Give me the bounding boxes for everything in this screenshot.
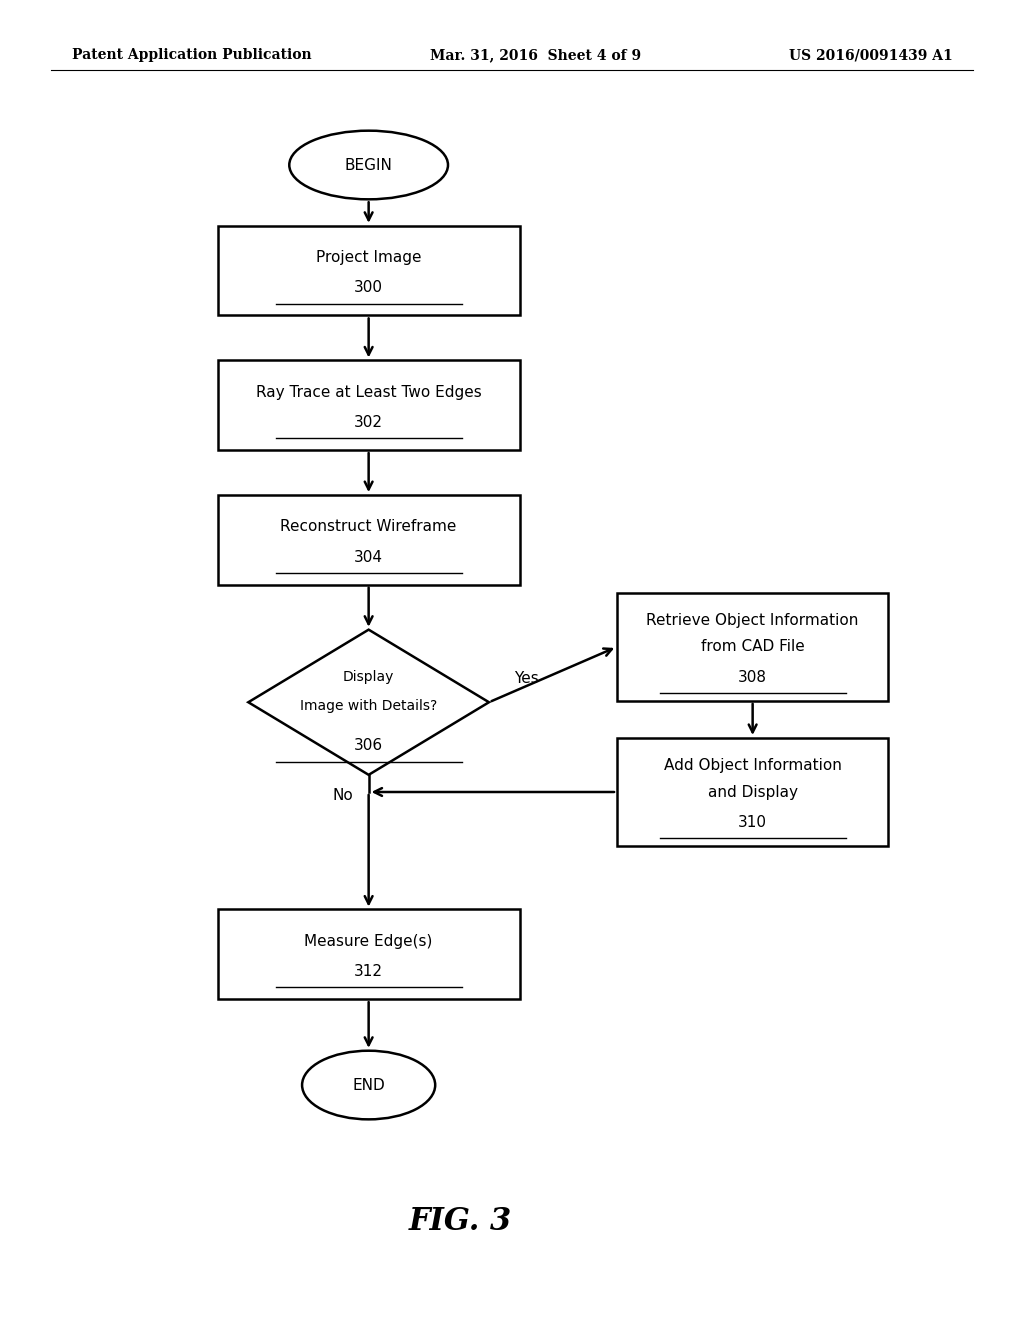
Text: 312: 312: [354, 964, 383, 979]
Bar: [217, 495, 519, 585]
Text: Patent Application Publication: Patent Application Publication: [72, 49, 311, 62]
Text: and Display: and Display: [708, 784, 798, 800]
Bar: [616, 593, 889, 701]
Ellipse shape: [302, 1051, 435, 1119]
Text: Yes: Yes: [514, 672, 540, 686]
Text: Reconstruct Wireframe: Reconstruct Wireframe: [281, 519, 457, 535]
Text: FIG. 3: FIG. 3: [410, 1205, 512, 1237]
Text: Ray Trace at Least Two Edges: Ray Trace at Least Two Edges: [256, 384, 481, 400]
Text: 302: 302: [354, 414, 383, 430]
Text: from CAD File: from CAD File: [700, 639, 805, 655]
Text: Measure Edge(s): Measure Edge(s): [304, 933, 433, 949]
Text: 308: 308: [738, 669, 767, 685]
Text: 306: 306: [354, 738, 383, 754]
Text: Image with Details?: Image with Details?: [300, 700, 437, 713]
Bar: [217, 226, 519, 315]
Text: Add Object Information: Add Object Information: [664, 758, 842, 774]
Text: Project Image: Project Image: [315, 249, 422, 265]
Text: BEGIN: BEGIN: [345, 157, 392, 173]
Bar: [217, 909, 519, 999]
Polygon shape: [248, 630, 489, 775]
Text: No: No: [333, 788, 353, 803]
Text: Retrieve Object Information: Retrieve Object Information: [646, 612, 859, 628]
Text: Display: Display: [343, 671, 394, 684]
Text: 310: 310: [738, 814, 767, 830]
Ellipse shape: [289, 131, 449, 199]
Text: 304: 304: [354, 549, 383, 565]
Text: US 2016/0091439 A1: US 2016/0091439 A1: [788, 49, 952, 62]
Text: END: END: [352, 1077, 385, 1093]
Bar: [217, 360, 519, 450]
Text: 300: 300: [354, 280, 383, 296]
Text: Mar. 31, 2016  Sheet 4 of 9: Mar. 31, 2016 Sheet 4 of 9: [430, 49, 641, 62]
Bar: [616, 738, 889, 846]
